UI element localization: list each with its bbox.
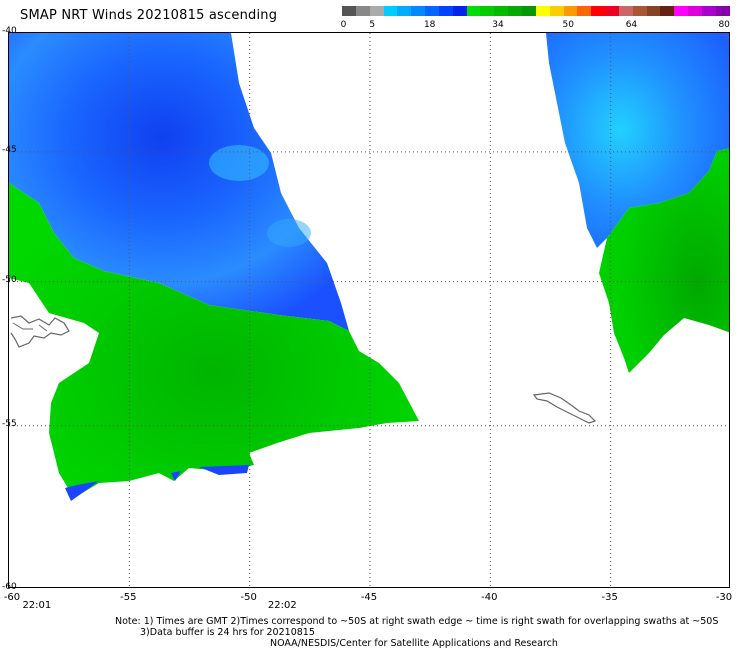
colorbar-segment	[715, 6, 730, 16]
colorbar-segment	[632, 6, 647, 16]
colorbar-segment	[563, 6, 578, 16]
colorbar-segment	[355, 6, 370, 16]
latitude-tick-label: -40	[2, 26, 17, 36]
colorbar-label: 18	[423, 20, 436, 30]
latitude-tick-label: -45	[2, 144, 17, 155]
colorbar-segment	[369, 6, 384, 16]
colorbar-segment	[549, 6, 564, 16]
note-line-3: NOAA/NESDIS/Center for Satellite Applica…	[270, 638, 558, 649]
colorbar-segment	[438, 6, 453, 16]
colorbar-segment	[660, 6, 675, 16]
colorbar-segment	[508, 6, 522, 16]
colorbar-segment	[701, 6, 716, 16]
falklands-coastline	[10, 315, 70, 348]
colorbar-label: 34	[492, 20, 504, 30]
colorbar-segment	[480, 6, 495, 16]
colorbar-segment	[383, 6, 398, 16]
colorbar-segment	[535, 6, 550, 16]
colorbar-segment	[452, 6, 467, 16]
longitude-tick-label: -30	[715, 592, 733, 603]
map-title: SMAP NRT Winds 20210815 ascending	[20, 8, 278, 23]
longitude-tick-label: -45	[360, 592, 378, 603]
moderate-wind-region-left	[9, 183, 419, 498]
south-georgia-coastline	[532, 392, 597, 424]
colorbar-segment	[521, 6, 536, 16]
colorbar-segment	[674, 6, 689, 16]
colorbar-segment	[397, 6, 412, 16]
colorbar-label: 0	[340, 20, 347, 30]
colorbar-segment	[591, 6, 606, 16]
latitude-tick-label: -60	[2, 582, 17, 592]
colorbar-segment	[688, 6, 702, 16]
longitude-tick-label: -50	[240, 592, 257, 603]
latitude-tick-label: -55	[2, 418, 17, 429]
colorbar-segment	[577, 6, 592, 16]
colorbar-segment	[605, 6, 619, 16]
colorbar-segment	[466, 6, 481, 16]
longitude-tick-label: -55	[120, 592, 137, 603]
colorbar-label: 50	[562, 20, 574, 30]
wind-map	[8, 32, 730, 588]
note-line-1: Note: 1) Times are GMT 2)Times correspon…	[115, 616, 719, 627]
wind-speed-colorbar	[342, 6, 730, 16]
longitude-tick-label: -60	[3, 592, 21, 603]
colorbar-segment	[494, 6, 509, 16]
longitude-tick-label: -40	[481, 592, 498, 603]
colorbar-segment	[618, 6, 633, 16]
low-wind-region-left	[9, 33, 349, 331]
note-line-2: 3)Data buffer is 24 hrs for 20210815	[140, 627, 315, 638]
moderate-wind-region-right	[599, 148, 729, 373]
colorbar-label: 64	[625, 20, 638, 30]
swath-time-label: 22:01	[22, 600, 52, 611]
colorbar-segment	[425, 6, 439, 16]
longitude-tick-label: -35	[601, 592, 618, 603]
colorbar-segment	[342, 6, 356, 16]
lat-lon-grid	[9, 33, 729, 587]
colorbar-label: 5	[369, 20, 376, 30]
colorbar-segment	[411, 6, 426, 16]
wind-map-svg	[9, 33, 729, 587]
colorbar-label: 80	[718, 20, 730, 30]
low-wind-region-right	[546, 33, 729, 248]
colorbar-segment	[646, 6, 661, 16]
latitude-tick-label: -50	[2, 274, 17, 285]
swath-time-label: 22:02	[267, 600, 297, 611]
